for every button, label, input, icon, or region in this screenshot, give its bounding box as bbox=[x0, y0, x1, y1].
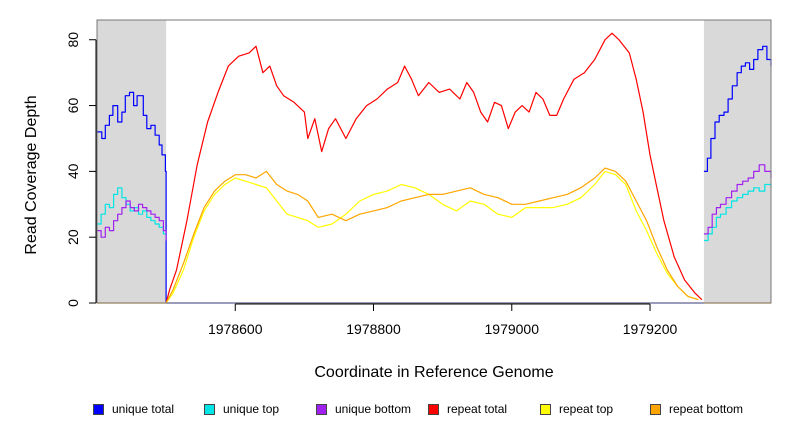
y-tick-label: 40 bbox=[65, 163, 81, 179]
y-tick-label: 60 bbox=[65, 98, 81, 114]
shaded-regions bbox=[97, 20, 771, 303]
series-unique-total-line-2 bbox=[703, 45, 772, 172]
series-repeat-top-line-1 bbox=[165, 170, 699, 304]
legend-item-repeat-top: repeat top bbox=[540, 398, 613, 420]
legend-label: repeat bottom bbox=[669, 402, 744, 416]
x-tick-label: 1978800 bbox=[346, 321, 401, 337]
legend-label: repeat total bbox=[447, 402, 508, 416]
y-tick-label: 80 bbox=[65, 32, 81, 48]
x-axis: 1978600 1978800 1979000 1979200 bbox=[208, 303, 678, 337]
series-lines bbox=[97, 32, 772, 304]
legend-item-unique-total: unique total bbox=[93, 398, 174, 420]
legend-swatch bbox=[204, 403, 215, 415]
legend-item-repeat-total: repeat total bbox=[428, 398, 507, 420]
x-axis-label: Coordinate in Reference Genome bbox=[314, 364, 553, 381]
legend-label: unique total bbox=[112, 402, 175, 416]
legend-label: unique top bbox=[223, 402, 280, 416]
x-tick-label: 1978600 bbox=[208, 321, 263, 337]
legend-item-unique-bottom: unique bottom bbox=[316, 398, 411, 420]
legend-swatch bbox=[650, 403, 661, 415]
series-repeat-bottom-line-1 bbox=[165, 167, 699, 304]
series-unique-bottom-line-1 bbox=[97, 200, 167, 241]
legend-label: repeat top bbox=[559, 402, 614, 416]
y-axis: 0 20 40 60 80 bbox=[65, 32, 97, 307]
shaded-region-1 bbox=[97, 20, 167, 303]
shaded-region-2 bbox=[703, 20, 771, 303]
legend-item-repeat-bottom: repeat bottom bbox=[650, 398, 743, 420]
y-axis-label: Read Coverage Depth bbox=[23, 95, 40, 254]
y-tick-label: 0 bbox=[65, 299, 81, 307]
legend-swatch bbox=[428, 403, 439, 415]
legend-swatch bbox=[316, 403, 327, 415]
legend-swatch bbox=[93, 403, 104, 415]
legend-item-unique-top: unique top bbox=[204, 398, 279, 420]
chart-legend: unique total unique top unique bottom repea… bbox=[0, 398, 792, 422]
series-unique-total-line-1 bbox=[97, 91, 704, 304]
x-tick-label: 1979000 bbox=[485, 321, 540, 337]
series-repeat-total-line-1 bbox=[165, 32, 703, 304]
y-tick-label: 20 bbox=[65, 229, 81, 245]
series-unique-bottom-line-2 bbox=[703, 164, 772, 235]
plot-frame bbox=[96, 19, 772, 304]
legend-label: unique bottom bbox=[335, 402, 412, 416]
legend-swatch bbox=[540, 403, 551, 415]
series-unique-top-line-2 bbox=[703, 183, 772, 242]
x-tick-label: 1979200 bbox=[623, 321, 678, 337]
